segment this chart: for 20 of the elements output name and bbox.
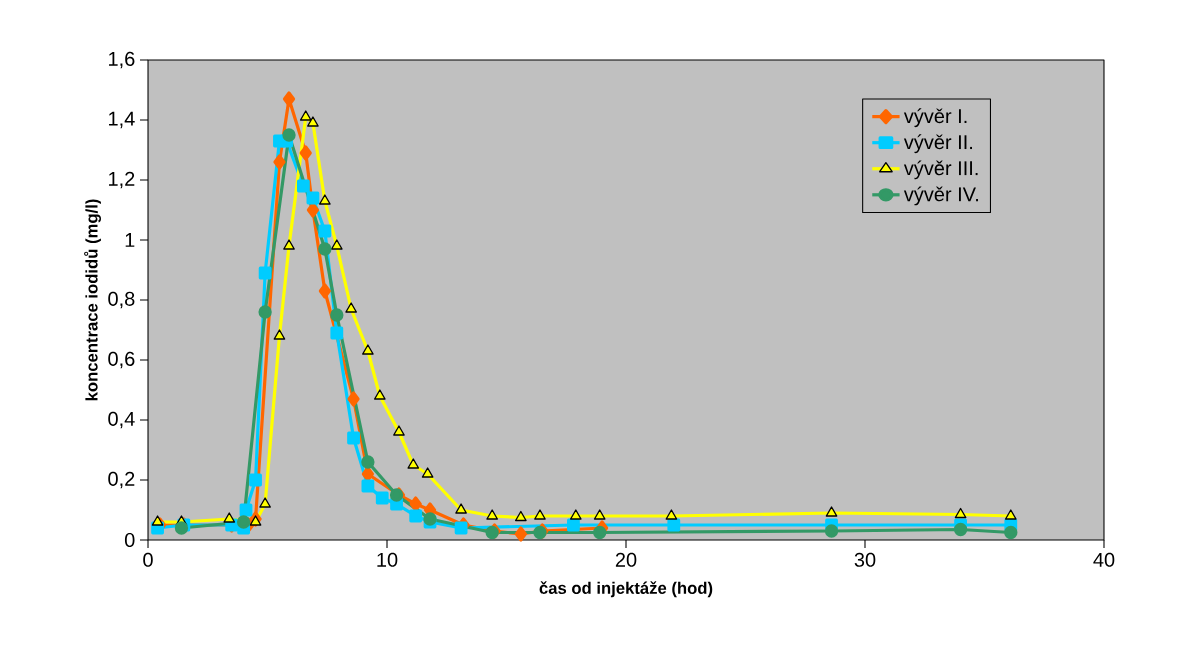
- legend-label: vývěr II.: [903, 134, 972, 154]
- x-tick-label: 0: [143, 552, 153, 567]
- y-axis-title: koncentrace iodidů (mg/l): [84, 199, 102, 401]
- y-tick-label: 0,4: [108, 411, 135, 429]
- y-tick-label: 1,6: [109, 51, 135, 69]
- y-tick-label: 1,2: [109, 171, 135, 189]
- legend-label: vývěr III.: [903, 160, 978, 180]
- y-tick-label: 1: [125, 233, 135, 247]
- x-tick-label: 20: [615, 552, 637, 567]
- y-tick-label: 0,6: [108, 351, 135, 369]
- y-tick-label: 0: [124, 532, 135, 548]
- legend-label: vývěr I.: [903, 108, 967, 128]
- y-tick-label: 0,2: [108, 471, 135, 489]
- y-tick-label: 1,4: [109, 111, 135, 129]
- x-tick-label: 30: [854, 552, 876, 567]
- legend-label: vývěr IV.: [903, 186, 978, 206]
- x-tick-label: 10: [377, 552, 398, 567]
- x-axis-title: čas od injektáže (hod): [539, 581, 713, 598]
- x-tick-label: 40: [1093, 552, 1115, 567]
- y-tick-label: 0,8: [108, 291, 135, 309]
